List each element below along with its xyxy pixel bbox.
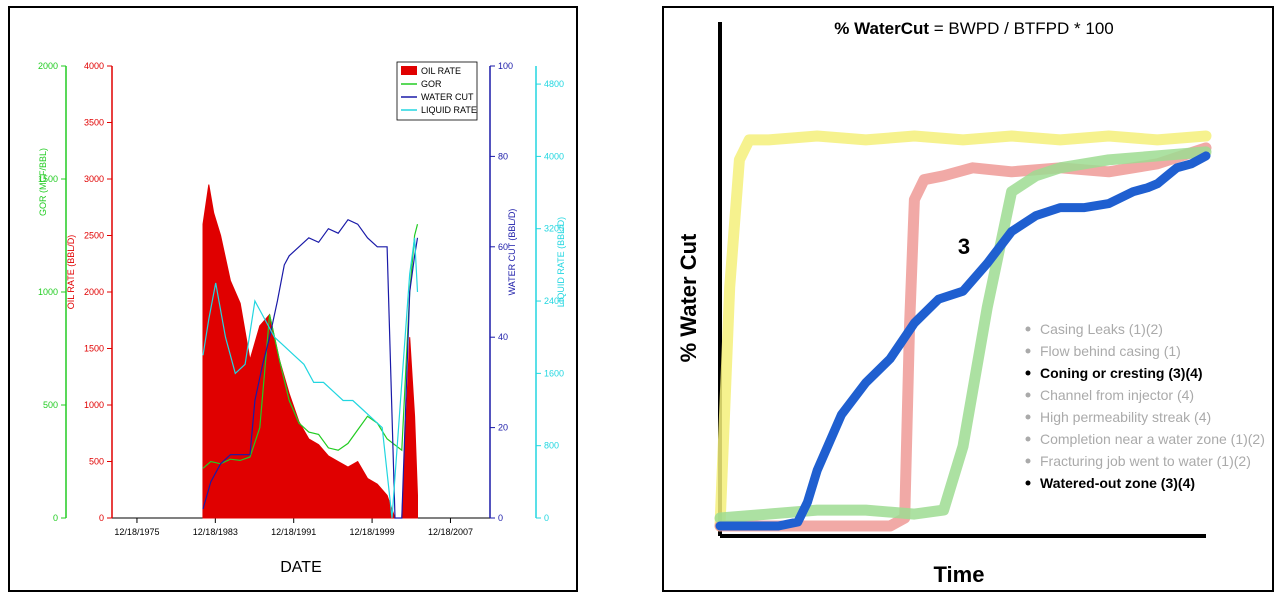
cause-list-item: Coning or cresting (3)(4) xyxy=(1040,365,1203,381)
oil-axis-title: OIL RATE (BBL/D) xyxy=(66,235,76,310)
gor-tick-label: 0 xyxy=(53,513,58,523)
bullet-dot xyxy=(1025,458,1031,464)
x-tick-label: 12/18/1975 xyxy=(114,527,159,537)
watercut-tick-label: 40 xyxy=(498,332,508,342)
gor-tick-label: 1500 xyxy=(38,174,58,184)
yellow-curve-series-line xyxy=(714,130,1212,532)
legend-swatch-oil-rate xyxy=(401,66,417,75)
cause-list-item: Flow behind casing (1) xyxy=(1040,343,1181,359)
blue-curve-case-3-series-line xyxy=(715,151,1211,531)
curve-annotation-label: 3 xyxy=(958,234,970,259)
bullet-dot xyxy=(1025,370,1031,376)
red-curve-series-line xyxy=(714,142,1212,532)
bullet-dot xyxy=(1025,414,1031,420)
oil-tick-label: 4000 xyxy=(84,61,104,71)
production-history-chart-panel: 12/18/1975 12/18/1983 12/18/1991 12/18/1999… xyxy=(8,6,578,592)
liquid-rate-series-line xyxy=(202,237,419,519)
watercut-tick-label: 0 xyxy=(498,513,503,523)
water-cut-diagnostic-chart-panel: % WaterCut = BWPD / BTFPD * 100 % Water C… xyxy=(662,6,1274,592)
liquid-tick-label: 0 xyxy=(544,513,549,523)
liquid-tick-label: 3200 xyxy=(544,224,564,234)
cause-list-item: Casing Leaks (1)(2) xyxy=(1040,321,1163,337)
bullet-dot xyxy=(1025,436,1031,442)
cause-list-item: Channel from injector (4) xyxy=(1040,387,1194,403)
oil-rate-series-area xyxy=(202,184,419,519)
cause-list-item: Fracturing job went to water (1)(2) xyxy=(1040,453,1251,469)
liquid-tick-label: 4000 xyxy=(544,151,564,161)
watercut-tick-label: 20 xyxy=(498,423,508,433)
water-cut-series-line xyxy=(202,218,419,519)
liquid-tick-label: 1600 xyxy=(544,368,564,378)
cause-list-item: High permeability streak (4) xyxy=(1040,409,1211,425)
oil-tick-label: 1000 xyxy=(84,400,104,410)
bullet-dot xyxy=(1025,348,1031,354)
cause-list-item: Completion near a water zone (1)(2) xyxy=(1040,431,1265,447)
oil-tick-label: 3000 xyxy=(84,174,104,184)
oil-tick-label: 500 xyxy=(89,457,104,467)
chart-title-formula: = BWPD / BTFPD * 100 xyxy=(929,19,1114,38)
x-tick-label: 12/18/1991 xyxy=(271,527,316,537)
oil-tick-label: 2500 xyxy=(84,231,104,241)
gor-axis-title: GOR (MCF/BBL) xyxy=(38,148,48,216)
x-tick-label: 12/18/1983 xyxy=(193,527,238,537)
legend-label: GOR xyxy=(421,79,442,89)
gor-series-line xyxy=(202,224,419,469)
watercut-tick-label: 80 xyxy=(498,151,508,161)
liquid-tick-label: 800 xyxy=(544,441,559,451)
legend-label: OIL RATE xyxy=(421,66,461,76)
liquid-tick-label: 2400 xyxy=(544,296,564,306)
legend-label: WATER CUT xyxy=(421,92,474,102)
bullet-dot xyxy=(1025,392,1031,398)
cause-list-item: Watered-out zone (3)(4) xyxy=(1040,475,1195,491)
oil-tick-label: 0 xyxy=(99,513,104,523)
watercut-axis-title: WATER CUT (BBL/D) xyxy=(507,209,517,296)
oil-tick-label: 3500 xyxy=(84,118,104,128)
x-tick-label: 12/18/2007 xyxy=(428,527,473,537)
x-axis-title: DATE xyxy=(280,559,321,576)
gor-tick-label: 2000 xyxy=(38,61,58,71)
y-axis-title: % Water Cut xyxy=(676,233,701,362)
water-cut-diagnostic-chart: % WaterCut = BWPD / BTFPD * 100 % Water C… xyxy=(676,19,1265,587)
liquid-axis-title: LIQUID RATE (BBL/D) xyxy=(556,217,566,307)
watercut-tick-label: 60 xyxy=(498,242,508,252)
x-axis-title: Time xyxy=(934,562,985,587)
watercut-tick-label: 100 xyxy=(498,61,513,71)
production-history-chart: 12/18/1975 12/18/1983 12/18/1991 12/18/1999… xyxy=(38,61,566,576)
liquid-tick-label: 4800 xyxy=(544,79,564,89)
oil-tick-label: 1500 xyxy=(84,344,104,354)
gor-tick-label: 500 xyxy=(43,400,58,410)
legend-label: LIQUID RATE xyxy=(421,105,477,115)
gor-tick-label: 1000 xyxy=(38,287,58,297)
oil-tick-label: 2000 xyxy=(84,287,104,297)
bullet-dot xyxy=(1025,480,1031,486)
chart-title: % WaterCut = BWPD / BTFPD * 100 xyxy=(834,19,1113,38)
chart-title-bold: % WaterCut xyxy=(834,19,929,38)
x-tick-label: 12/18/1999 xyxy=(350,527,395,537)
bullet-dot xyxy=(1025,326,1031,332)
